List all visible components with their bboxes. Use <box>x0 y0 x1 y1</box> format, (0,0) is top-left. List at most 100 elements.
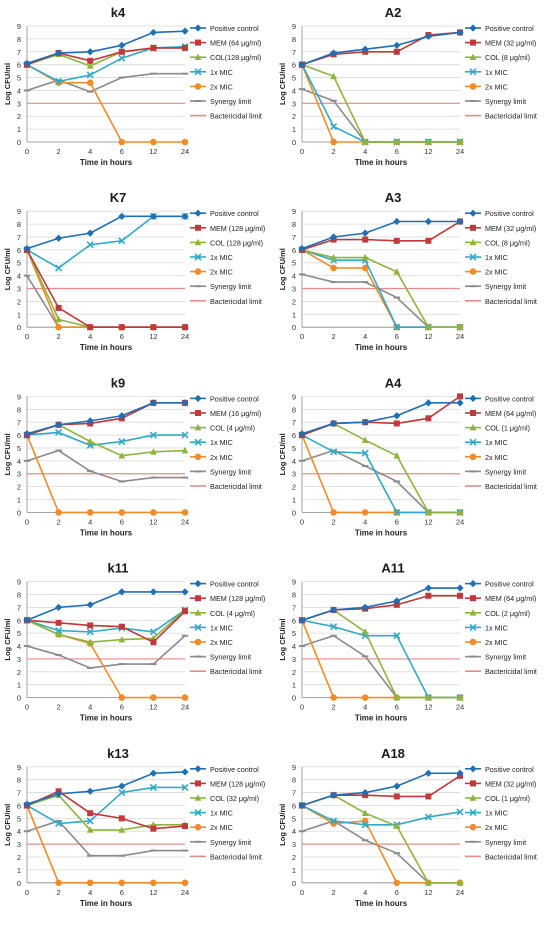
legend-label: Bactericidal limit <box>485 667 537 676</box>
data-point <box>55 304 62 311</box>
y-tick-label: 1 <box>292 310 296 319</box>
data-point <box>118 826 126 833</box>
x-axis-label: Time in hours <box>355 343 408 352</box>
x-tick-label: 2 <box>57 517 61 526</box>
legend-marker <box>469 100 477 102</box>
y-tick-label: 6 <box>17 801 21 810</box>
legend-marker <box>469 83 477 90</box>
data-point <box>181 212 189 220</box>
x-tick-label: 12 <box>149 517 157 526</box>
y-tick-label: 9 <box>292 763 296 772</box>
legend-label: COL (8 μg/ml) <box>485 53 530 62</box>
data-point <box>55 49 63 57</box>
x-tick-label: 6 <box>120 332 124 341</box>
legend-label: MEM (128 μg/ml) <box>210 594 265 603</box>
data-point <box>424 217 432 226</box>
legend-label: MEM (64 μg/ml) <box>485 594 536 603</box>
legend-marker <box>470 595 476 602</box>
legend-label: COL (1 μg/ml) <box>485 424 530 433</box>
legend-marker <box>469 238 477 246</box>
legend-marker <box>194 100 202 102</box>
data-point <box>87 810 94 817</box>
data-point <box>118 324 125 331</box>
data-point <box>181 138 189 146</box>
data-point <box>86 71 94 79</box>
legend-label: COL (32 μg/ml) <box>210 794 259 803</box>
data-point <box>118 41 126 49</box>
data-point <box>118 623 125 630</box>
legend-marker <box>194 83 202 90</box>
x-tick-label: 12 <box>424 703 432 712</box>
y-tick-label: 1 <box>17 125 21 134</box>
y-tick-label: 2 <box>292 297 296 306</box>
data-point <box>393 237 400 244</box>
legend-label: MEM (32 μg/ml) <box>485 779 536 788</box>
x-tick-label: 24 <box>181 332 189 341</box>
data-point <box>181 783 189 791</box>
legend-label: Synergy limit <box>485 97 526 106</box>
legend-marker <box>194 823 202 831</box>
legend-marker <box>469 253 477 261</box>
data-point <box>86 79 94 87</box>
data-point <box>181 849 189 852</box>
legend-label: 1x MIC <box>485 68 508 77</box>
data-point <box>86 48 94 56</box>
y-axis-label: Log CFU/ml <box>278 619 287 661</box>
series-line-2 <box>26 609 186 643</box>
legend-marker <box>194 638 202 646</box>
legend-label: MEM (64 μg/ml) <box>210 39 261 48</box>
legend-label: 2x MIC <box>210 638 233 647</box>
y-tick-label: 7 <box>292 233 296 242</box>
data-point <box>330 72 337 80</box>
data-point <box>55 421 63 429</box>
y-tick-label: 7 <box>17 789 21 798</box>
data-point <box>87 90 94 93</box>
y-tick-label: 7 <box>17 603 21 612</box>
data-point <box>330 138 337 146</box>
x-tick-label: 2 <box>57 147 61 156</box>
data-point <box>362 839 369 842</box>
legend-label: COL(128 μg/ml) <box>210 53 261 62</box>
y-axis-label: Log CFU/ml <box>3 63 12 105</box>
x-tick-label: 2 <box>57 332 61 341</box>
x-axis-label: Time in hours <box>80 528 133 537</box>
data-point <box>118 694 126 701</box>
data-point <box>330 509 337 516</box>
y-tick-label: 0 <box>292 879 296 888</box>
series-line-0 <box>301 220 460 250</box>
data-point <box>456 217 464 226</box>
y-tick-label: 4 <box>292 642 296 651</box>
series-line-0 <box>26 771 186 805</box>
y-tick-label: 6 <box>17 431 21 440</box>
data-point <box>362 281 369 284</box>
data-point <box>330 264 337 272</box>
data-point <box>298 459 306 462</box>
data-point <box>118 54 126 62</box>
data-point <box>118 437 126 446</box>
series-line-5 <box>26 449 185 483</box>
data-point <box>55 819 62 822</box>
data-point <box>55 630 62 638</box>
y-tick-label: 0 <box>17 138 21 147</box>
y-tick-label: 1 <box>17 866 21 875</box>
y-tick-label: 6 <box>17 61 21 70</box>
series-line-2 <box>26 794 185 831</box>
x-tick-label: 4 <box>363 147 367 156</box>
y-axis-label: Log CFU/ml <box>278 248 287 290</box>
y-tick-label: 7 <box>17 48 21 57</box>
legend-marker <box>194 68 202 76</box>
data-point <box>182 44 188 51</box>
legend-label: 1x MIC <box>210 253 233 262</box>
legend-marker <box>469 68 477 76</box>
data-point <box>149 212 157 220</box>
legend-label: Positive control <box>210 580 259 589</box>
data-point <box>361 254 369 261</box>
y-tick-label: 6 <box>17 616 21 625</box>
legend-marker <box>194 609 202 616</box>
data-point <box>456 879 464 886</box>
data-point <box>362 465 369 467</box>
